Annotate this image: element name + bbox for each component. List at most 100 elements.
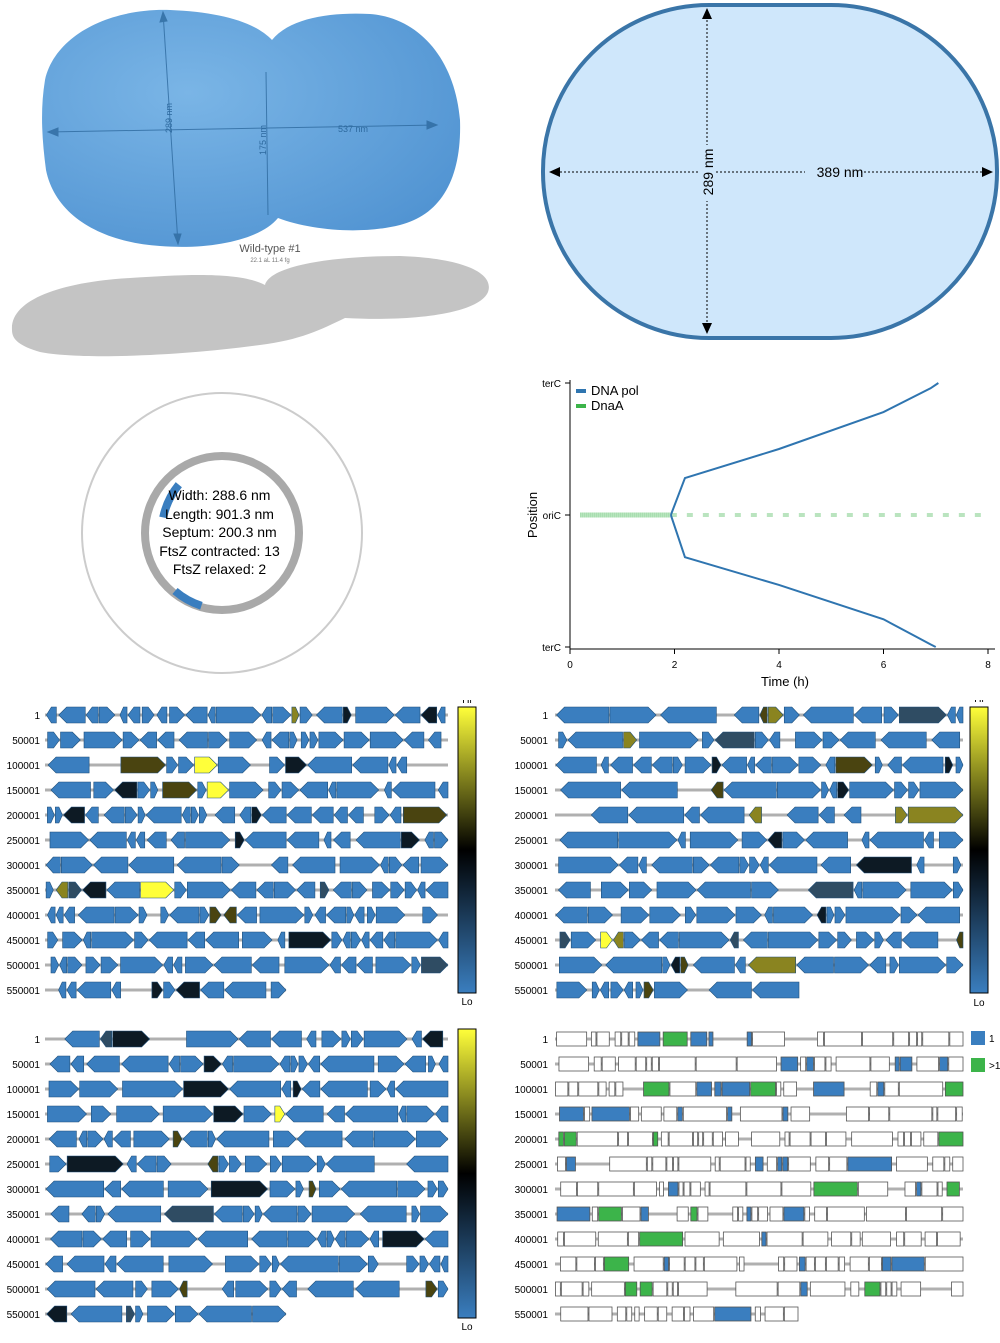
- gene-arrow: [559, 931, 571, 949]
- gene-arrow: [416, 1130, 449, 1148]
- gene-box: [948, 1056, 964, 1072]
- gene-arrow: [424, 1230, 449, 1248]
- gene-arrow: [60, 731, 81, 749]
- gene-arrow: [332, 881, 352, 899]
- y-tick-label: oriC: [543, 511, 561, 522]
- gene-arrow: [242, 931, 273, 949]
- gene-arrow: [244, 1155, 268, 1173]
- gene-arrow: [837, 781, 850, 799]
- gene-arrow: [112, 1130, 131, 1148]
- gene-arrow: [207, 706, 216, 724]
- gene-arrow: [796, 956, 834, 974]
- gene-arrow: [77, 906, 115, 924]
- gene-arrow: [341, 956, 357, 974]
- gene-arrow: [437, 706, 446, 724]
- gene-arrow: [285, 1105, 324, 1123]
- gene-box: [746, 1181, 782, 1197]
- gene-arrow: [296, 1130, 343, 1148]
- gene-box: [621, 1031, 629, 1047]
- gene-arrow: [386, 1080, 395, 1098]
- gene-box: [922, 1031, 950, 1047]
- gene-arrow: [296, 881, 316, 899]
- gene-arrow: [570, 931, 597, 949]
- gene-box: [782, 1156, 789, 1172]
- gene-arrow: [127, 706, 141, 724]
- x-tick-label: 0: [567, 660, 573, 671]
- gene-arrow: [126, 1155, 137, 1173]
- gene-arrow: [103, 806, 125, 824]
- gene-arrow: [217, 756, 251, 774]
- gene-arrow: [955, 756, 964, 774]
- row-label: 50001: [520, 1060, 548, 1071]
- gene-arrow: [163, 956, 173, 974]
- gene-arrow: [102, 1230, 127, 1248]
- gene-box: [618, 1131, 628, 1147]
- gene-box: [754, 1156, 764, 1172]
- gene-arrow: [843, 806, 862, 824]
- gene-arrow: [230, 881, 257, 899]
- dna-pol-fork-lower: [669, 514, 937, 648]
- gene-arrow: [252, 1305, 287, 1323]
- cell-3d-panel: 289 nm 175 nm 537 nm Wild-type #1 22.1 a…: [0, 0, 500, 365]
- gene-arrow: [181, 806, 191, 824]
- y-tick-label: terC: [542, 379, 561, 390]
- gene-box: [893, 1031, 910, 1047]
- gene-box: [897, 1131, 904, 1147]
- gene-arrow: [100, 956, 119, 974]
- gene-box: [806, 1056, 814, 1072]
- gene-arrow: [325, 1155, 375, 1173]
- gene-arrow: [818, 806, 835, 824]
- gene-box: [651, 1056, 659, 1072]
- gene-arrow: [244, 831, 287, 849]
- gene-box: [824, 1031, 862, 1047]
- gene-arrow: [395, 931, 438, 949]
- gene-arrow: [286, 806, 312, 824]
- legend-swatch: [971, 1058, 985, 1072]
- gene-arrow: [660, 706, 717, 724]
- gene-arrow: [768, 931, 819, 949]
- gene-arrow: [354, 906, 365, 924]
- gene-box: [869, 1081, 878, 1097]
- gene-arrow: [62, 931, 83, 949]
- gene-box: [750, 1081, 776, 1097]
- gene-arrow: [81, 1205, 96, 1223]
- gene-arrow: [348, 806, 364, 824]
- gene-arrow: [601, 881, 629, 899]
- gene-arrow: [95, 1280, 134, 1298]
- gene-arrow: [150, 1230, 198, 1248]
- gene-arrow: [104, 1255, 117, 1273]
- gene-arrow: [116, 1255, 164, 1273]
- gene-arrow: [141, 706, 155, 724]
- row-label: 300001: [7, 1185, 41, 1196]
- gene-arrow: [355, 831, 401, 849]
- gene-arrow: [46, 1280, 96, 1298]
- gene-arrow: [251, 1230, 288, 1248]
- gene-arrow: [702, 731, 715, 749]
- gene-arrow: [679, 931, 730, 949]
- gene-arrow: [223, 906, 237, 924]
- gene-box: [663, 1106, 678, 1122]
- stat-septum: Septum: 200.3 nm: [162, 524, 277, 540]
- gene-arrow: [558, 856, 619, 874]
- gene-arrow: [50, 1205, 70, 1223]
- gene-arrow: [334, 1230, 346, 1248]
- gene-box: [556, 1206, 591, 1222]
- gene-arrow: [375, 956, 412, 974]
- gene-arrow: [213, 1205, 243, 1223]
- gene-arrow: [157, 731, 175, 749]
- gene-arrow: [206, 781, 230, 799]
- gene-arrow: [46, 706, 57, 724]
- gene-arrow: [350, 1030, 364, 1048]
- gene-arrow: [270, 856, 289, 874]
- x-tick-label: 6: [881, 660, 887, 671]
- gene-box: [598, 1081, 607, 1097]
- gene-arrow: [214, 806, 236, 824]
- gene-arrow: [207, 1130, 216, 1148]
- gene-arrow: [855, 856, 912, 874]
- gene-arrow: [339, 856, 380, 874]
- gene-arrow: [93, 856, 129, 874]
- gene-arrow: [956, 706, 964, 724]
- gene-box: [906, 1206, 943, 1222]
- gene-arrow: [170, 831, 185, 849]
- gene-box: [861, 1231, 891, 1247]
